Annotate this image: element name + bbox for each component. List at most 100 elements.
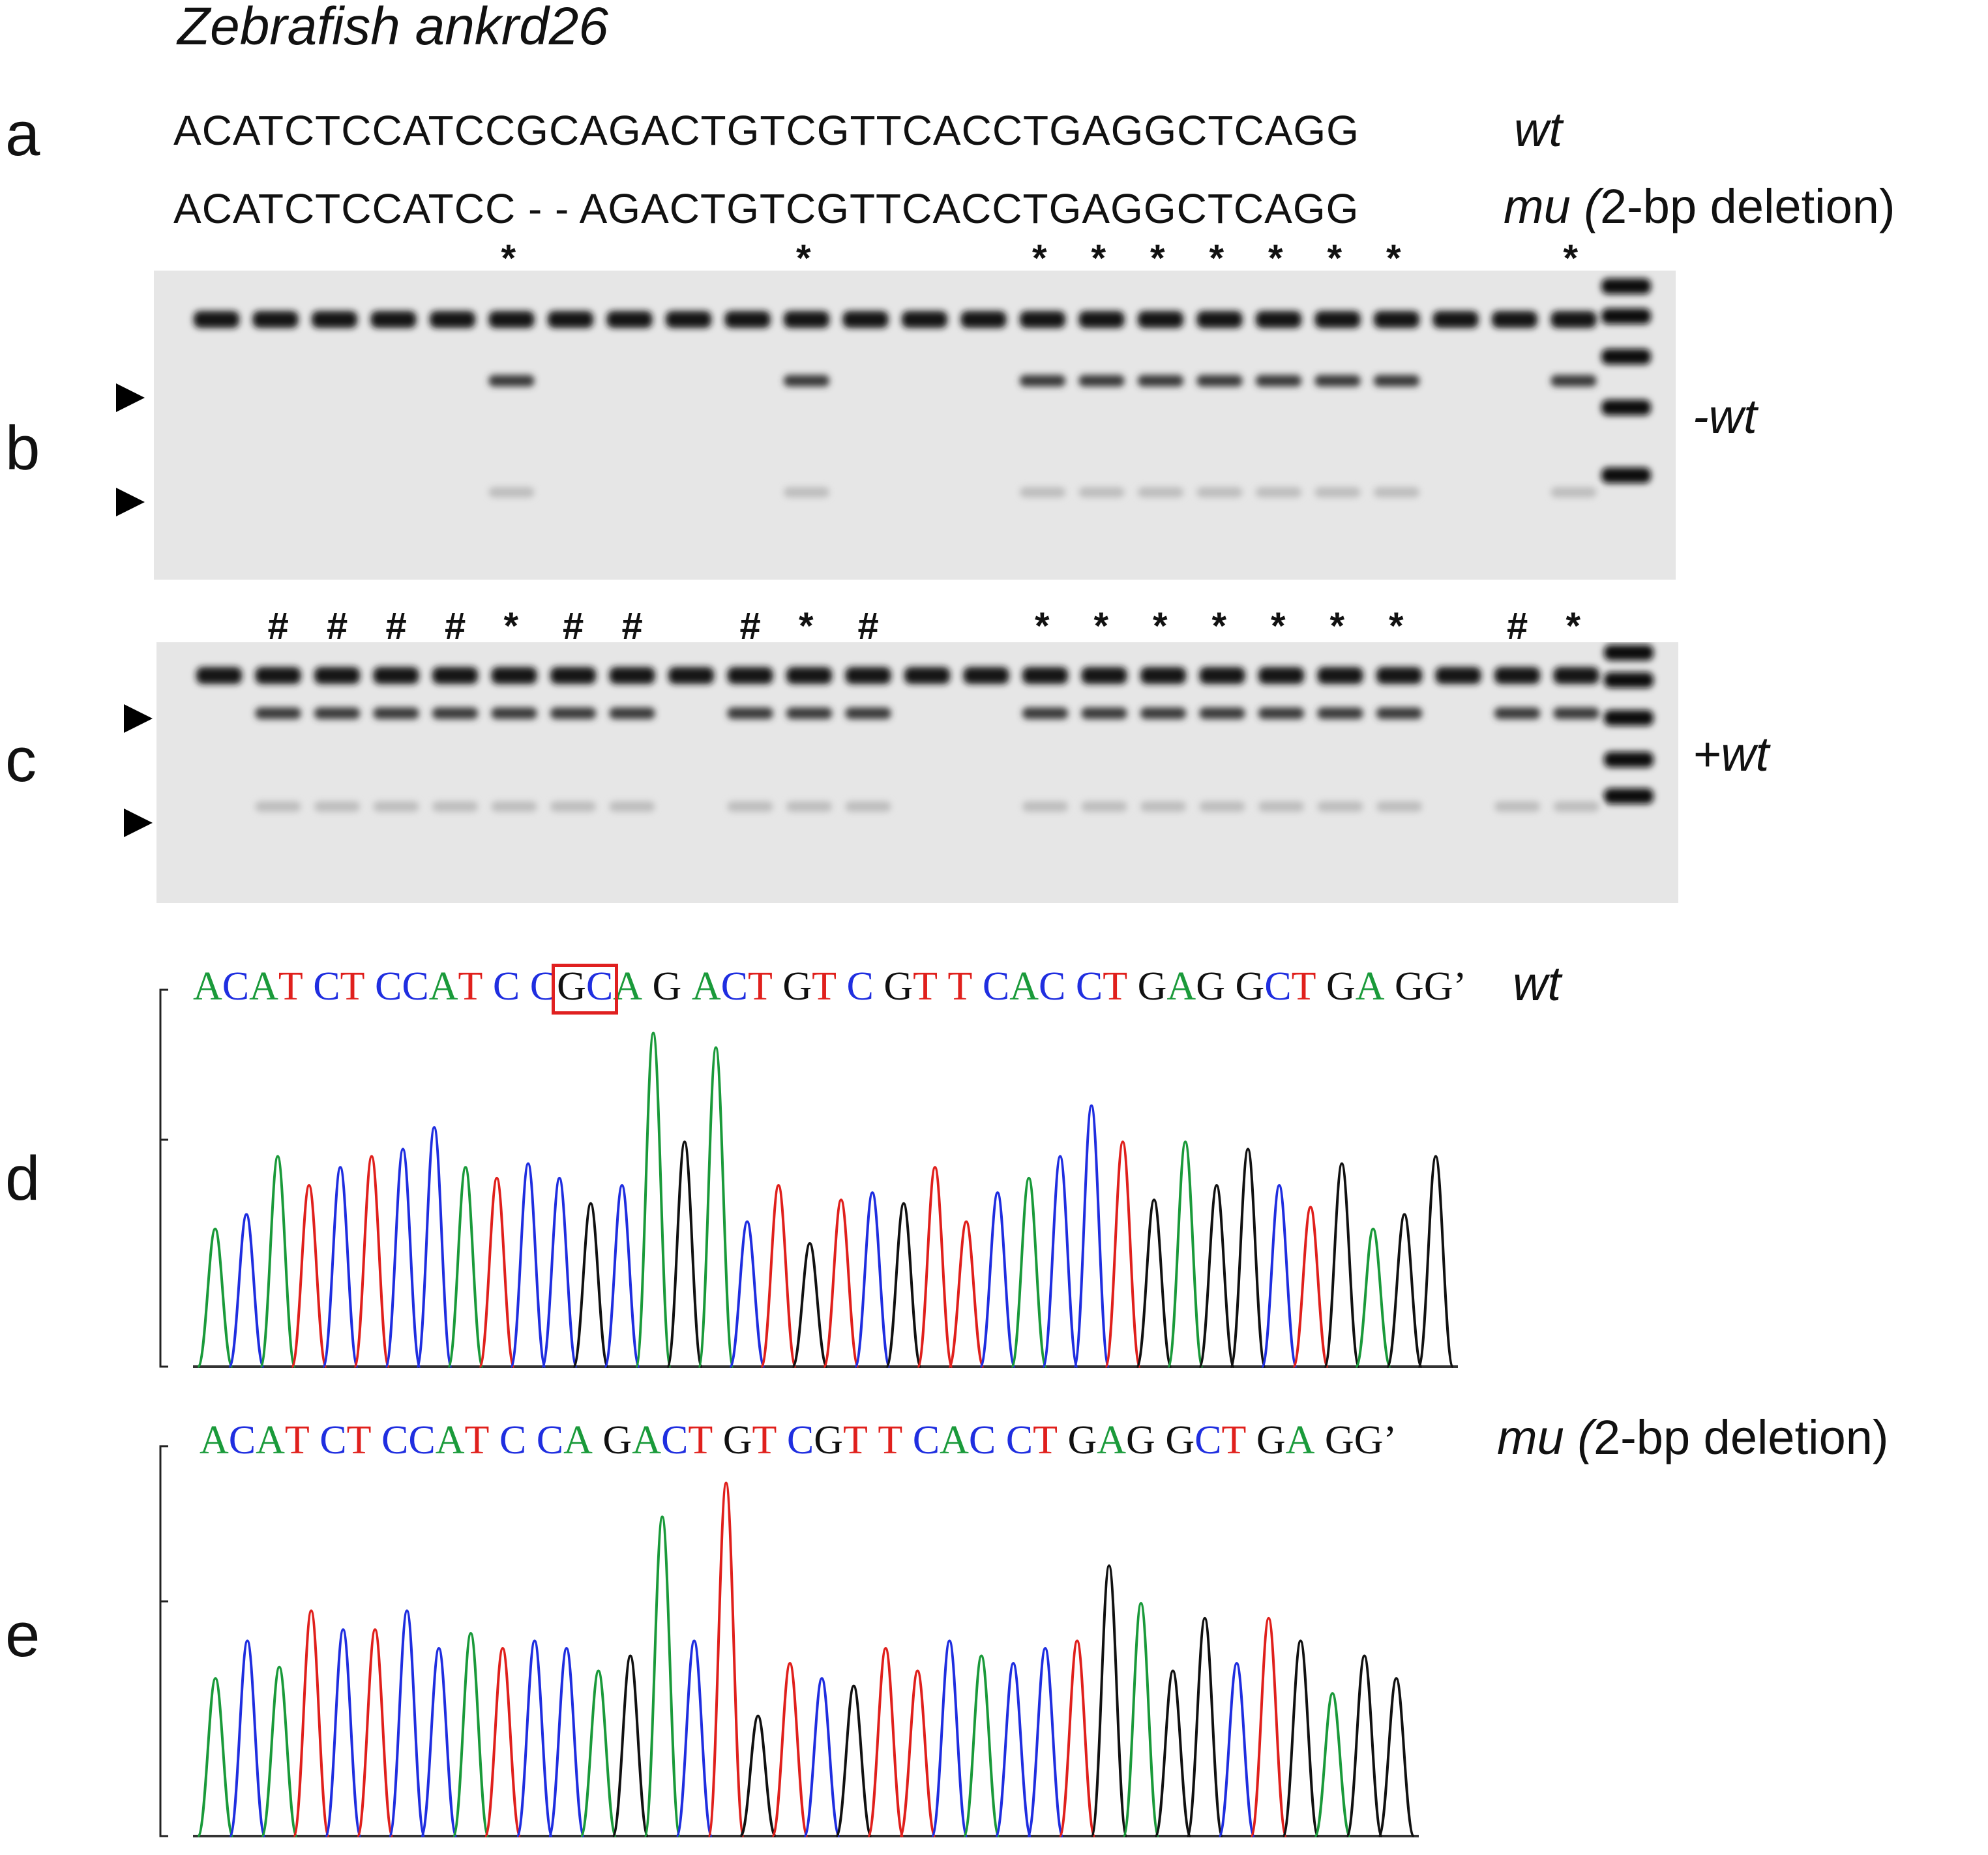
chromatogram-peak	[1354, 1227, 1392, 1368]
lane-mark: *	[1386, 237, 1401, 280]
chromatogram-peak	[1323, 1162, 1361, 1368]
gel-band-cleaved-lower	[432, 801, 478, 812]
gel-band-cleaved-lower	[609, 801, 655, 812]
panel-label-c: c	[5, 725, 37, 795]
basecall-letter: T	[843, 1418, 868, 1462]
chromatogram-peak	[1073, 1104, 1110, 1368]
chromatogram-axis	[159, 988, 168, 1368]
ladder-band	[1604, 752, 1654, 767]
basecall-letter: G	[1196, 964, 1225, 1009]
chromatogram-peak	[541, 1176, 578, 1368]
gel-band-cleaved-upper	[491, 707, 537, 719]
lane-mark: *	[796, 237, 811, 280]
gel-band-full-length	[1553, 667, 1599, 684]
basecall-letter: T	[1221, 1418, 1247, 1462]
basecall-letter: T	[812, 964, 837, 1009]
chromatogram-peak	[822, 1198, 860, 1368]
gel-band-cleaved-upper	[1196, 375, 1243, 387]
ladder-band	[1601, 278, 1651, 294]
basecall-letter: A	[1285, 1418, 1315, 1462]
gel-band-full-length	[430, 311, 475, 328]
lane-mark: *	[799, 605, 814, 647]
chromatogram-peak	[760, 1183, 797, 1368]
basecall-letter: T	[878, 1418, 903, 1462]
chromatogram-peak	[962, 1654, 1001, 1837]
gel-band-cleaved-lower	[488, 487, 535, 497]
gel-band-cleaved-upper	[1317, 707, 1363, 719]
basecall-letter: C	[1005, 1418, 1033, 1462]
basecall-letter: T	[1103, 964, 1128, 1009]
chromatogram-peak	[1313, 1692, 1352, 1837]
chromatogram-peak	[353, 1155, 391, 1368]
basecall-letter: G	[1324, 1418, 1354, 1462]
chromatogram-peak	[791, 1241, 829, 1368]
gel-band-cleaved-lower	[1078, 487, 1125, 497]
chromatogram-peak	[228, 1639, 267, 1837]
gel-band-cleaved-upper	[1314, 375, 1361, 387]
basecall-letter: A	[632, 1418, 661, 1462]
gel-band-full-length	[606, 311, 653, 328]
chromatogram-peak	[384, 1148, 422, 1368]
gel-band-cleaved-lower	[1140, 801, 1186, 812]
chromatogram-peak	[1154, 1669, 1192, 1837]
chromatogram-peak	[1058, 1639, 1096, 1837]
gel-band-cleaved-lower	[784, 487, 829, 497]
chromatogram-peak	[697, 1046, 735, 1368]
lane-mark: *	[1329, 605, 1345, 647]
basecall-letter: T	[688, 1418, 713, 1462]
panel-label-d: d	[5, 1144, 40, 1213]
arrowhead-icon	[116, 488, 145, 516]
chromatogram-peak	[867, 1646, 905, 1837]
basecall-letter: T	[458, 964, 483, 1009]
basecall-letter: A	[256, 1418, 285, 1462]
chromatogram-peak	[853, 1191, 891, 1368]
ladder-band	[1601, 400, 1651, 415]
gel-band-full-length	[1078, 311, 1125, 328]
chromatogram-peak	[415, 1126, 453, 1368]
basecall-letter: C	[492, 964, 520, 1009]
basecall-letter: G	[1137, 964, 1167, 1009]
ladder-band	[1601, 349, 1651, 364]
basecall-letter: C	[1075, 964, 1103, 1009]
lane-mark: *	[1032, 237, 1047, 280]
gel-band-cleaved-upper	[488, 375, 535, 387]
basecall-letter: C	[982, 964, 1010, 1009]
basecall-letter: C	[228, 1418, 256, 1462]
lane-mark: *	[503, 605, 519, 647]
gel-band-full-length	[666, 311, 711, 328]
lane-mark: #	[739, 605, 761, 647]
gel-band-cleaved-upper	[1550, 375, 1597, 387]
basecall-letter: A	[563, 1418, 593, 1462]
chromatogram-peak	[1229, 1148, 1267, 1368]
gel-band-full-length	[902, 311, 947, 328]
gel-band-cleaved-upper	[1138, 375, 1183, 387]
chromatogram-peak	[947, 1220, 985, 1368]
gel-band-full-length	[609, 667, 655, 684]
chromatogram-peak	[452, 1631, 490, 1837]
gel-band-cleaved-upper	[314, 707, 360, 719]
basecall-letter: T	[340, 964, 365, 1009]
lane-mark: *	[501, 237, 516, 280]
gel-band-full-length	[1374, 311, 1419, 328]
gel-band-full-length	[1138, 311, 1183, 328]
gel-band-full-length	[724, 311, 771, 328]
gel-band-cleaved-upper	[727, 707, 773, 719]
basecall-letter: C	[968, 1418, 996, 1462]
chromatogram-peak	[666, 1140, 704, 1368]
chromatogram-peak	[1010, 1176, 1048, 1368]
gel-band-full-length	[488, 311, 535, 328]
basecall-letter: C	[1039, 964, 1066, 1009]
gel-band-full-length	[252, 311, 299, 328]
basecall-letter: C	[1264, 964, 1292, 1009]
chromatogram-peak	[611, 1654, 649, 1837]
lane-mark: *	[1091, 237, 1106, 280]
wt-sequence: ACATCTCCATCCGCAGACTGTCGTTCACCTGAGGCTCAGG	[173, 107, 1359, 154]
basecall-letter: C	[375, 964, 402, 1009]
gel-band-cleaved-upper	[255, 707, 301, 719]
basecall-letter: G	[1126, 1418, 1155, 1462]
chromatogram-peak	[388, 1609, 426, 1837]
gel-band-full-length	[314, 667, 360, 684]
chromatogram-peak	[356, 1628, 394, 1837]
chromatogram-peak	[1417, 1155, 1455, 1368]
gel-band-cleaved-upper	[845, 707, 891, 719]
